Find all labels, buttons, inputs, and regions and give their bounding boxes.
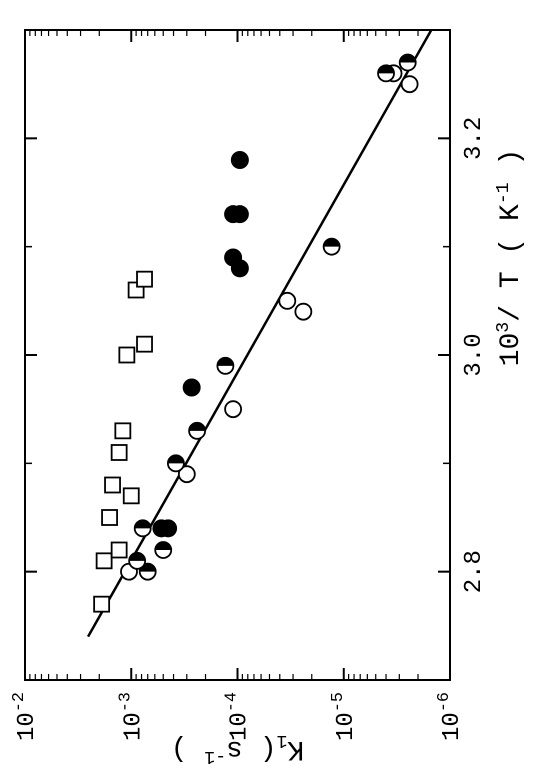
marker-filled-circle: [183, 379, 201, 397]
marker-open-square: [112, 445, 127, 460]
marker-filled-circle: [224, 205, 242, 223]
arrhenius-plot-container: { "meta": { "width": 534, "height": 775,…: [0, 0, 534, 775]
marker-open-square: [119, 348, 134, 363]
marker-open-square: [115, 423, 130, 438]
trend-line: [88, 30, 431, 637]
y-axis-label: K1( s-1 ): [171, 730, 305, 766]
marker-open-square: [137, 337, 152, 352]
marker-filled-circle: [231, 151, 249, 169]
y-tick-label: 10-5: [329, 692, 360, 741]
x-tick-label: 3.2: [461, 117, 488, 160]
x-axis-label: 103/ T ( K-1 ): [494, 149, 527, 367]
marker-filled-circle: [224, 249, 242, 267]
x-tick-label: 2.8: [461, 550, 488, 593]
marker-filled-circle: [152, 519, 170, 537]
marker-open-circle: [402, 76, 418, 92]
marker-open-square: [105, 478, 120, 493]
y-tick-label: 10-3: [116, 692, 147, 741]
marker-open-square: [124, 488, 139, 503]
y-tick-label: 10-6: [435, 692, 466, 741]
marker-open-circle: [295, 304, 311, 320]
x-tick-label: 3.0: [461, 333, 488, 376]
marker-open-square: [112, 543, 127, 558]
scatter-plot: 2.83.03.210-610-510-410-310-2103/ T ( K-…: [0, 0, 534, 775]
marker-open-circle: [279, 293, 295, 309]
marker-open-square: [97, 553, 112, 568]
marker-open-square: [94, 597, 109, 612]
y-tick-label: 10-2: [10, 692, 41, 741]
marker-open-circle: [225, 401, 241, 417]
marker-open-square: [137, 272, 152, 287]
marker-open-square: [102, 510, 117, 525]
plot-frame: [25, 30, 450, 680]
